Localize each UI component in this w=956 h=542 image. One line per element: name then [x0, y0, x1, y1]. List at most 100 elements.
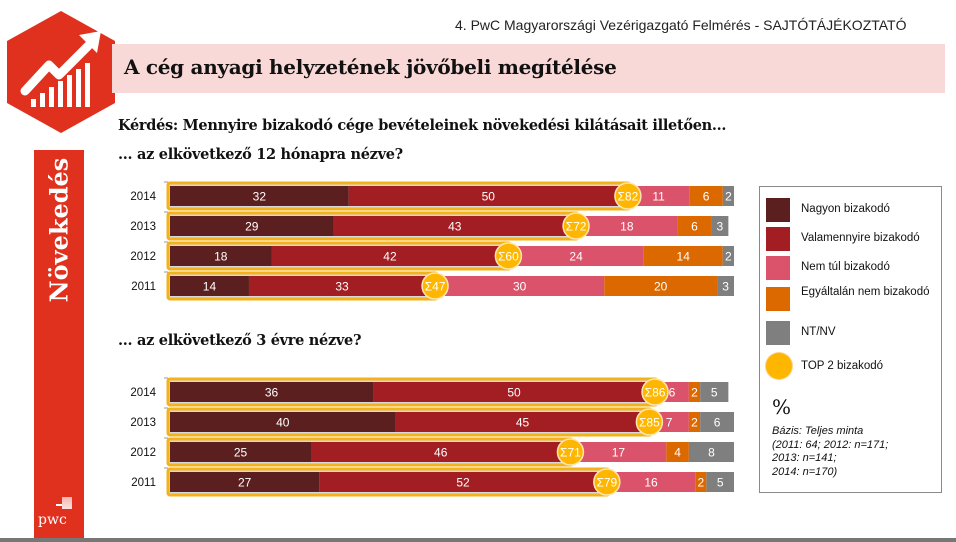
legend-swatch	[766, 227, 790, 251]
bar-value-label: 2	[725, 190, 732, 204]
bar-segment-4	[700, 412, 734, 432]
bar-segment-1	[395, 412, 650, 432]
legend-swatch-circle	[766, 353, 792, 379]
pwc-logo: pwc	[38, 512, 67, 528]
legend-label: TOP 2 bizakodó	[801, 360, 884, 372]
bar-value-label: 3	[722, 280, 729, 294]
bar-value-label: 50	[507, 386, 521, 400]
question-sub-3-years: ... az elkövetkező 3 évre nézve?	[118, 332, 362, 349]
bar-segment-4	[688, 442, 734, 462]
base-line: 2014: n=170)	[772, 465, 838, 478]
top2-value-label: Σ72	[566, 220, 587, 234]
legend-label: NT/NV	[801, 326, 836, 338]
bar-value-label: 50	[482, 190, 496, 204]
year-label: 2014	[130, 191, 156, 203]
bar-value-label: 40	[276, 416, 290, 430]
year-label: 2011	[131, 477, 156, 489]
bar-value-label: 27	[238, 476, 252, 490]
bar-value-label: 6	[714, 416, 721, 430]
bar-value-label: 29	[245, 220, 259, 234]
bar-value-label: 16	[644, 476, 658, 490]
bar-segment-0	[170, 382, 374, 402]
bar-segment-0	[170, 216, 334, 236]
top2-circle	[562, 212, 590, 240]
bar-value-label: 18	[620, 220, 634, 234]
bar-value-label: 33	[335, 280, 349, 294]
bar-value-label: 2	[725, 250, 732, 264]
bar-value-label: 43	[448, 220, 462, 234]
top2-circle	[556, 438, 585, 466]
bar-segment-0	[170, 246, 272, 266]
bar-segment-4	[700, 382, 729, 402]
bar-segment-1	[271, 246, 509, 266]
legend-item-nem-tul: Nem túl bizakodó	[766, 256, 936, 280]
bar-segment-1	[373, 382, 656, 402]
bar-segment-1	[319, 472, 607, 492]
bar-value-label: 18	[214, 250, 228, 264]
legend-label: Valamennyire bizakodó	[801, 232, 920, 244]
bar-segment-4	[722, 246, 734, 266]
bar-value-label: 7	[666, 416, 673, 430]
top2-circle	[641, 378, 669, 406]
bar-segment-2	[627, 186, 690, 206]
bar-segment-0	[170, 276, 249, 296]
year-label: 2012	[130, 447, 156, 459]
top2-value-label: Σ60	[498, 250, 519, 264]
pwc-logo-line-icon	[56, 504, 62, 506]
year-label: 2011	[131, 281, 156, 293]
top2-circle	[494, 242, 523, 270]
base-line: 2013: n=141;	[772, 452, 837, 464]
base-line: (2011: 64; 2012: n=171;	[772, 438, 889, 451]
bar-segment-1	[248, 276, 436, 296]
legend-item-top2: TOP 2 bizakodó	[766, 353, 936, 379]
bar-segment-1	[311, 442, 571, 462]
legend-unit: %	[772, 395, 792, 419]
bar-value-label: 20	[654, 280, 668, 294]
bar-segment-3	[688, 382, 701, 402]
legend-swatch	[766, 287, 790, 311]
bar-value-label: 24	[569, 250, 583, 264]
legend-base-note: Bázis: Teljes minta (2011: 64; 2012: n=1…	[772, 425, 937, 479]
bar-segment-2	[606, 472, 696, 492]
top2-circle	[635, 408, 664, 436]
bar-value-label: 45	[516, 416, 530, 430]
bar-value-label: 3	[717, 220, 724, 234]
bar-value-label: 2	[691, 386, 698, 400]
bar-value-label: 25	[234, 446, 248, 460]
bar-value-label: 30	[513, 280, 527, 294]
bar-segment-3	[604, 276, 718, 296]
top2-value-label: Σ79	[596, 476, 617, 490]
pwc-logo-mark-icon	[62, 497, 72, 509]
top2-value-label: Σ47	[425, 280, 446, 294]
slide-title: A cég anyagi helyzetének jövőbeli megíté…	[124, 55, 617, 79]
legend-label: Nem túl bizakodó	[801, 261, 890, 273]
bar-value-label: 17	[612, 446, 626, 460]
bar-segment-2	[508, 246, 644, 266]
base-line: Bázis: Teljes minta	[772, 425, 864, 437]
bar-segment-3	[689, 186, 723, 206]
top2-value-label: Σ71	[560, 446, 581, 460]
legend-label: Nagyon bizakodó	[801, 203, 890, 215]
bar-segment-3	[688, 412, 701, 432]
bar-value-label: 11	[652, 190, 665, 204]
bar-value-label: 4	[674, 446, 681, 460]
bar-value-label: 46	[434, 446, 448, 460]
bar-segment-3	[695, 472, 707, 492]
year-label: 2013	[130, 417, 156, 429]
top2-value-label: Σ85	[639, 416, 660, 430]
bar-value-label: 6	[691, 220, 698, 234]
bar-segment-4	[717, 276, 734, 296]
bar-segment-0	[170, 472, 320, 492]
bar-segment-0	[170, 186, 349, 206]
bar-segment-1	[348, 186, 628, 206]
bar-segment-4	[722, 186, 734, 206]
bar-value-label: 8	[708, 446, 715, 460]
legend-item-valamennyire: Valamennyire bizakodó	[766, 227, 936, 251]
bar-segment-3	[677, 216, 712, 236]
year-label: 2013	[130, 221, 156, 233]
top2-value-label: Σ82	[618, 190, 639, 204]
bar-value-label: 36	[265, 386, 279, 400]
bar-value-label: 32	[253, 190, 267, 204]
legend-item-egyaltalan: Egyáltalán nem bizakodó	[766, 286, 936, 311]
